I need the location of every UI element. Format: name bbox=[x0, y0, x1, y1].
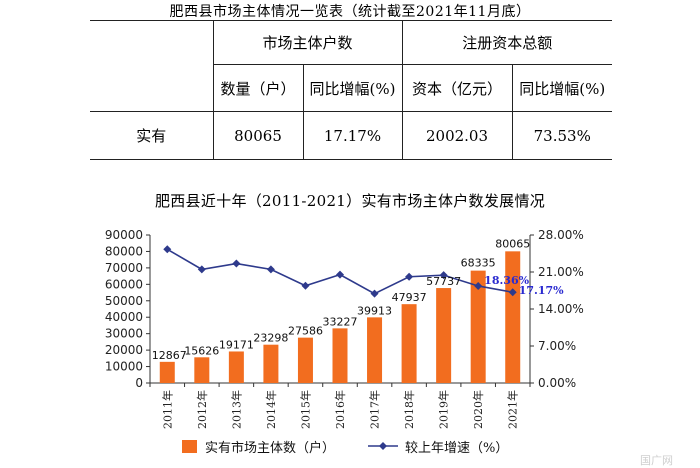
value-count-growth: 17.17% bbox=[302, 111, 403, 160]
value-count: 80065 bbox=[212, 111, 304, 160]
chart-title: 肥西县近十年（2011-2021）实有市场主体户数发展情况 bbox=[154, 192, 546, 210]
growth-point bbox=[301, 281, 310, 290]
header-count: 数量（户） bbox=[212, 64, 304, 112]
growth-point bbox=[232, 259, 241, 268]
growth-point bbox=[163, 245, 172, 254]
legend-bar-label: 实有市场主体数（户） bbox=[205, 440, 335, 456]
bar-data-label: 23298 bbox=[253, 332, 288, 345]
bar-data-label: 80065 bbox=[495, 237, 530, 250]
y-left-tick-label: 90000 bbox=[105, 228, 143, 242]
legend-line-label: 较上年增速（%） bbox=[405, 441, 508, 456]
growth-point bbox=[266, 265, 275, 274]
value-capital: 2002.03 bbox=[401, 111, 513, 160]
bar-data-label: 39913 bbox=[357, 304, 392, 317]
y-left-tick-label: 60000 bbox=[105, 277, 143, 291]
x-tick-label: 2017年 bbox=[368, 390, 382, 429]
x-tick-label: 2011年 bbox=[160, 390, 174, 429]
header-count-growth: 同比增幅(%) bbox=[302, 64, 403, 112]
bar bbox=[470, 270, 486, 383]
y-left-tick-label: 0 bbox=[135, 376, 143, 390]
legend-bar-swatch bbox=[182, 440, 197, 453]
y-left-tick-label: 50000 bbox=[105, 294, 143, 308]
y-left-tick-label: 80000 bbox=[105, 244, 143, 258]
watermark-text: 国广网 bbox=[640, 454, 673, 467]
bar bbox=[332, 328, 348, 383]
bar bbox=[194, 357, 210, 383]
bar bbox=[436, 288, 452, 383]
y-left-tick-label: 70000 bbox=[105, 261, 143, 275]
row-label-actual: 实有 bbox=[90, 111, 214, 160]
growth-point bbox=[336, 270, 344, 279]
bar bbox=[297, 337, 313, 383]
bar bbox=[228, 351, 244, 383]
header-capital-growth: 同比增幅(%) bbox=[511, 64, 612, 112]
y-left-tick-label: 20000 bbox=[105, 343, 143, 357]
bar-data-label: 47937 bbox=[392, 291, 427, 304]
bar-data-label: 15626 bbox=[184, 344, 219, 357]
growth-point bbox=[508, 288, 517, 297]
bar-data-label: 27586 bbox=[288, 325, 323, 338]
y-right-tick-label: 0.00% bbox=[538, 376, 576, 390]
header-market-entities: 市场主体户数 bbox=[212, 20, 403, 65]
growth-point bbox=[474, 281, 483, 290]
bar bbox=[505, 251, 521, 383]
x-tick-label: 2018年 bbox=[402, 390, 416, 429]
x-tick-label: 2015年 bbox=[298, 390, 312, 429]
y-left-tick-label: 40000 bbox=[105, 310, 143, 324]
bar bbox=[401, 304, 417, 383]
y-left-tick-label: 10000 bbox=[105, 360, 143, 374]
x-tick-label: 2021年 bbox=[506, 390, 520, 429]
table-title: 肥西县市场主体情况一览表（统计截至2021年11月底） bbox=[169, 4, 531, 20]
y-right-tick-label: 21.00% bbox=[538, 265, 584, 279]
header-registered-capital: 注册资本总额 bbox=[401, 20, 612, 65]
bar-data-label: 12867 bbox=[152, 349, 187, 362]
summary-table: 市场主体户数 注册资本总额 数量（户） 同比增幅(%) 资本（亿元） 同比增幅(… bbox=[90, 20, 612, 160]
bar bbox=[159, 361, 175, 383]
y-left-tick-label: 30000 bbox=[105, 327, 143, 341]
x-tick-label: 2013年 bbox=[229, 390, 243, 429]
y-right-tick-label: 7.00% bbox=[538, 339, 576, 353]
growth-data-label: 18.36% bbox=[484, 274, 529, 287]
value-capital-growth: 73.53% bbox=[511, 111, 612, 160]
x-tick-label: 2012年 bbox=[195, 390, 209, 429]
growth-data-label: 17.17% bbox=[519, 284, 564, 297]
bar-data-label: 57737 bbox=[426, 275, 461, 288]
bar-data-label: 33227 bbox=[323, 315, 358, 328]
x-tick-label: 2016年 bbox=[333, 390, 347, 429]
y-right-tick-label: 28.00% bbox=[538, 228, 584, 242]
y-right-tick-label: 14.00% bbox=[538, 302, 584, 316]
x-tick-label: 2014年 bbox=[264, 390, 278, 429]
bar-data-label: 68335 bbox=[461, 257, 496, 270]
x-tick-label: 2019年 bbox=[437, 390, 451, 429]
legend-line-marker bbox=[379, 442, 387, 450]
x-tick-label: 2020年 bbox=[471, 390, 485, 429]
growth-point bbox=[405, 272, 414, 281]
bar bbox=[263, 344, 279, 383]
bar bbox=[367, 317, 383, 383]
growth-point bbox=[370, 289, 379, 298]
growth-point bbox=[439, 271, 448, 280]
bar-data-label: 19171 bbox=[219, 338, 254, 351]
growth-point bbox=[197, 265, 206, 274]
